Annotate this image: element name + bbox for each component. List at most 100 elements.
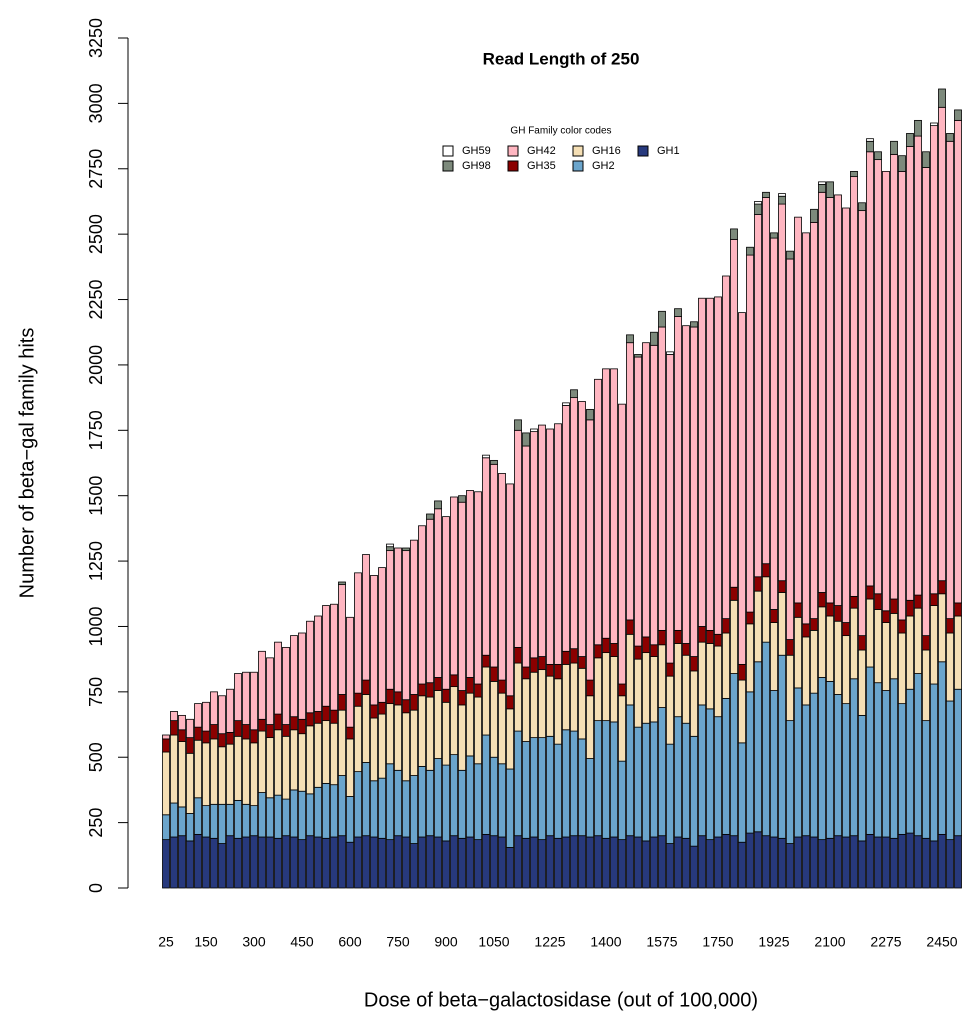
x-tick-label: 2100	[814, 934, 845, 950]
bar-segment	[842, 622, 850, 637]
bar-segment	[402, 712, 410, 782]
bar-segment	[362, 554, 370, 681]
bar-segment	[386, 546, 394, 552]
x-tick-label: 25	[158, 934, 174, 950]
bar-segment	[714, 633, 722, 647]
bar-segment	[850, 595, 858, 609]
bar-segment	[714, 296, 722, 635]
bar-segment	[202, 836, 210, 889]
bar-segment	[658, 326, 666, 631]
bar-segment	[938, 833, 946, 889]
bar-segment	[722, 275, 730, 620]
bar-segment	[746, 832, 754, 889]
legend-label: GH2	[592, 160, 615, 172]
bar-segment	[650, 656, 658, 723]
bar-segment	[186, 737, 194, 754]
bar-segment	[786, 843, 794, 889]
bar-segment	[522, 445, 530, 668]
bar-segment	[466, 755, 474, 838]
bar-segment	[434, 677, 442, 691]
bar-segment	[194, 726, 202, 741]
bar-segment	[810, 618, 818, 631]
bar-segment	[234, 720, 242, 737]
bar-segment	[338, 709, 346, 776]
bar-segment	[338, 694, 346, 711]
bar-segment	[346, 796, 354, 843]
bar-segment	[762, 576, 770, 643]
bar-segment	[442, 701, 450, 766]
bar-segment	[162, 751, 170, 816]
bar-segment	[514, 730, 522, 837]
bar-segment	[234, 673, 242, 722]
bar-segment	[226, 688, 234, 733]
bar-segment	[210, 738, 218, 805]
bar-segment	[738, 679, 746, 744]
bar-segment	[698, 626, 706, 643]
bar-segment	[250, 835, 258, 889]
bar-segment	[858, 202, 866, 212]
bar-segment	[258, 650, 266, 720]
bar-segment	[490, 666, 498, 682]
y-tick-label: 750	[86, 677, 106, 707]
bar-segment	[890, 678, 898, 839]
bar-segment	[930, 605, 938, 685]
bar-segment	[298, 632, 306, 720]
bar-segment	[554, 678, 562, 745]
bar-segment	[426, 518, 434, 684]
bar-segment	[786, 250, 794, 260]
bar-segment	[642, 636, 650, 654]
bar-segment	[762, 641, 770, 837]
bar-segment	[274, 794, 282, 839]
bar-segment	[490, 835, 498, 889]
bar-segment	[306, 835, 314, 889]
bar-segment	[506, 695, 514, 710]
bar-segment	[578, 667, 586, 740]
bar-segment	[722, 618, 730, 634]
bar-segment	[186, 718, 194, 739]
bar-segment	[770, 836, 778, 889]
bar-segment	[898, 632, 906, 705]
bar-segment	[538, 656, 546, 671]
bar-segment	[818, 191, 826, 593]
legend-swatch	[637, 145, 649, 157]
bar-segment	[514, 835, 522, 889]
bar-segment	[474, 491, 482, 685]
bar-segment	[386, 839, 394, 889]
bar-segment	[170, 711, 178, 722]
bar-segment	[282, 735, 290, 800]
x-tick-label: 1225	[534, 934, 565, 950]
bar-segment	[306, 793, 314, 837]
bar-segment	[666, 675, 674, 745]
bar-segment	[730, 835, 738, 889]
bar-segment	[346, 738, 354, 797]
x-tick-label: 900	[434, 934, 458, 950]
bar-segment	[770, 232, 778, 239]
bar-segment	[634, 836, 642, 889]
bar-segment	[426, 682, 434, 698]
bar-segment	[314, 836, 322, 889]
bar-segment	[754, 201, 762, 205]
bar-segment	[450, 674, 458, 688]
bar-segment	[842, 836, 850, 889]
bar-segment	[186, 813, 194, 842]
x-tick-label: 1575	[646, 934, 677, 950]
bar-segment	[474, 683, 482, 698]
bar-segment	[810, 208, 818, 223]
bar-segment	[578, 738, 586, 837]
bar-segment	[226, 803, 234, 837]
bar-segment	[738, 663, 746, 681]
bar-segment	[738, 312, 746, 665]
bar-segment	[394, 704, 402, 771]
bar-segment	[354, 692, 362, 707]
bar-segment	[570, 835, 578, 889]
bar-segment	[314, 615, 322, 712]
bar-segment	[666, 843, 674, 889]
bar-segment	[434, 500, 442, 510]
y-tick-label: 2250	[86, 280, 106, 320]
bar-segment	[922, 720, 930, 839]
bar-segment	[522, 678, 530, 742]
bar-segment	[482, 734, 490, 835]
bar-segment	[210, 803, 218, 839]
bar-segment	[650, 836, 658, 889]
bar-segment	[954, 615, 962, 690]
